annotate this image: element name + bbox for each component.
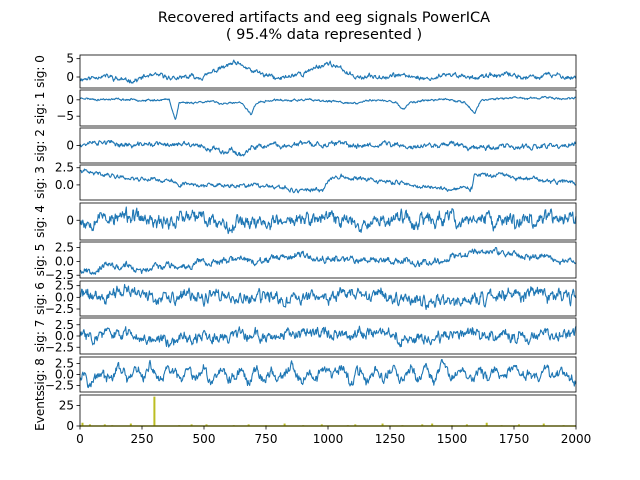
panel-frame bbox=[79, 164, 577, 201]
y-tick-label: −2.5 bbox=[45, 340, 74, 354]
y-tick-label: 0 bbox=[66, 419, 74, 433]
y-tick-label: 0.0 bbox=[55, 290, 74, 304]
y-tick-label: 0 bbox=[66, 139, 74, 153]
y-axis-label: sig: 7 bbox=[33, 320, 47, 353]
y-axis-label: sig: 0 bbox=[33, 55, 47, 88]
x-tick-label: 1750 bbox=[499, 432, 530, 446]
y-tick-label: −2.5 bbox=[45, 378, 74, 392]
y-tick-label: 0.0 bbox=[55, 254, 74, 268]
panel-5: 0 sig: 4 bbox=[33, 202, 577, 241]
panel-3: 0 sig: 2 bbox=[33, 127, 577, 164]
series-line bbox=[79, 283, 577, 311]
panel-1: 0 5 sig: 0 bbox=[33, 52, 577, 89]
y-axis-label: sig: 5 bbox=[33, 244, 47, 277]
y-axis-label: Events bbox=[33, 390, 47, 431]
y-tick-label: 0.0 bbox=[55, 368, 74, 382]
y-axis-label: sig: 1 bbox=[33, 92, 47, 125]
y-tick-label: 0.0 bbox=[55, 178, 74, 192]
x-tick-label: 500 bbox=[193, 432, 216, 446]
y-tick-label: 0.0 bbox=[55, 329, 74, 343]
y-axis-label: sig: 6 bbox=[33, 282, 47, 315]
x-tick-label: 2000 bbox=[561, 432, 592, 446]
series-line bbox=[79, 206, 577, 235]
x-tick-label: 750 bbox=[255, 432, 278, 446]
panel-4: 2.5 0.0 sig: 3 bbox=[33, 161, 577, 201]
x-tick-label: 0 bbox=[76, 432, 84, 446]
y-tick-label: −5 bbox=[56, 109, 74, 123]
series-line bbox=[79, 139, 577, 157]
panel-frame bbox=[79, 356, 577, 393]
panel-frame bbox=[79, 202, 577, 241]
y-tick-label: 0 bbox=[66, 213, 74, 227]
y-tick-label: 0 bbox=[66, 93, 74, 107]
panel-frame bbox=[79, 280, 577, 317]
y-tick-label: 25 bbox=[59, 399, 74, 413]
chart-subtitle: ( 95.4% data represented ) bbox=[226, 27, 422, 43]
panel-2: 0 −5 sig: 1 bbox=[33, 89, 577, 127]
x-tick-label: 250 bbox=[131, 432, 154, 446]
y-tick-label: 5 bbox=[66, 52, 74, 66]
series-line bbox=[79, 246, 577, 275]
x-tick-label: 1500 bbox=[437, 432, 468, 446]
y-tick-label: −2.5 bbox=[45, 268, 74, 282]
y-axis-label: sig: 3 bbox=[33, 166, 47, 199]
y-axis-label: sig: 4 bbox=[33, 205, 47, 238]
y-tick-label: 0 bbox=[66, 70, 74, 84]
series-line bbox=[79, 325, 577, 348]
panel-frame bbox=[79, 54, 577, 89]
y-axis-label: sig: 2 bbox=[33, 129, 47, 162]
y-tick-label: 2.5 bbox=[55, 161, 74, 175]
x-tick-label: 1000 bbox=[313, 432, 344, 446]
panel-frame bbox=[79, 241, 577, 279]
x-axis: 0 250 500 750 1000 1250 1500 1750 2000 bbox=[76, 426, 591, 446]
y-tick-label: 2.5 bbox=[55, 357, 74, 371]
y-tick-label: 2.5 bbox=[55, 318, 74, 332]
series-line bbox=[79, 95, 577, 120]
panel-10: 0 25 Events bbox=[33, 390, 577, 433]
y-tick-label: 2.5 bbox=[55, 279, 74, 293]
y-tick-label: −2.5 bbox=[45, 302, 74, 316]
chart-title: Recovered artifacts and eeg signals Powe… bbox=[158, 10, 490, 26]
series-line bbox=[79, 168, 577, 194]
series-line bbox=[79, 359, 577, 389]
series-line bbox=[79, 59, 577, 84]
x-tick-label: 1250 bbox=[375, 432, 406, 446]
y-axis-label: sig: 8 bbox=[33, 358, 47, 391]
panel-frame bbox=[79, 89, 577, 127]
y-tick-label: 2.5 bbox=[55, 241, 74, 255]
